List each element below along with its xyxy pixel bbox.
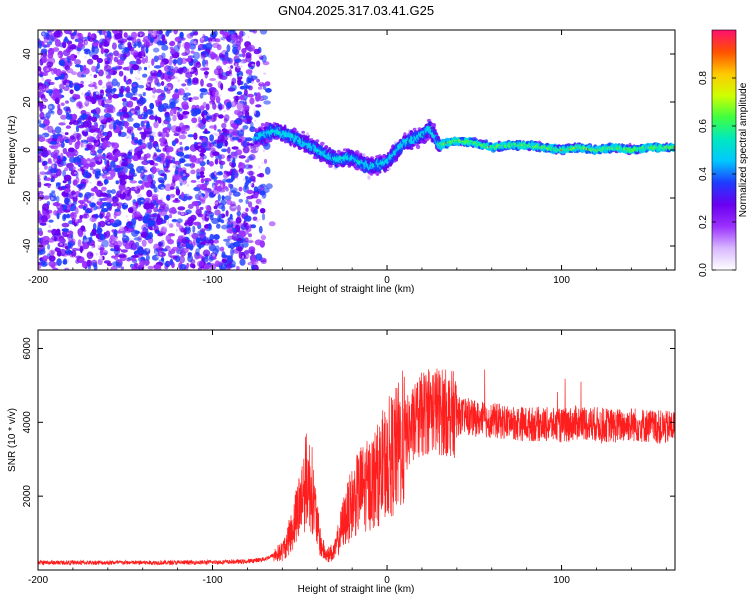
chart-title: GN04.2025.317.03.41.G25 bbox=[278, 3, 434, 18]
snr-x-tick-label: 100 bbox=[553, 575, 570, 586]
snr-y-tick-label: 4000 bbox=[22, 411, 33, 434]
colorbar-tick-label: 0.6 bbox=[698, 119, 709, 133]
snr-series-line bbox=[38, 368, 675, 566]
snr-panel: -200 -100 0 100 2000 4000 6000 Height of stra… bbox=[7, 329, 676, 595]
snr-y-tick-label: 6000 bbox=[22, 337, 33, 360]
spectrogram-x-tick-label: -100 bbox=[203, 275, 223, 286]
spectrogram-y-tick-label: 20 bbox=[22, 96, 33, 108]
spectrogram-noise bbox=[38, 30, 276, 270]
spectrogram-x-tick-label: 0 bbox=[384, 275, 390, 286]
colorbar-tick-label: 0.4 bbox=[698, 167, 709, 181]
snr-y-axis-label: SNR (10 * v/v) bbox=[7, 408, 18, 472]
spectrogram-y-tick-label: -40 bbox=[22, 238, 33, 253]
spectrogram-x-axis: -200 -100 0 100 bbox=[28, 30, 667, 286]
snr-x-axis: -200 -100 0 100 bbox=[28, 330, 667, 586]
spectrogram-y-axis-label: Frequency (Hz) bbox=[7, 116, 18, 185]
colorbar-label: Normalized spectral amplitude bbox=[738, 82, 749, 217]
spectrogram-image bbox=[38, 30, 675, 270]
snr-frame bbox=[37, 329, 676, 571]
snr-y-axis: 2000 4000 6000 bbox=[22, 337, 675, 507]
colorbar-tick-label: 0.8 bbox=[698, 71, 709, 85]
snr-x-tick-label: -200 bbox=[28, 575, 48, 586]
snr-y-tick-label: 2000 bbox=[22, 485, 33, 508]
colorbar-ticks: 0.0 0.2 0.4 0.6 0.8 bbox=[698, 71, 736, 277]
colorbar: 0.0 0.2 0.4 0.6 0.8 Normalized spectral ampl… bbox=[698, 29, 749, 277]
colorbar-gradient bbox=[711, 29, 737, 271]
spectrogram-y-axis: -40 -20 0 20 40 bbox=[22, 48, 675, 253]
spectrogram-x-axis-label: Height of straight line (km) bbox=[298, 284, 415, 295]
spectrogram-y-tick-label: 40 bbox=[22, 48, 33, 60]
spectrogram-x-tick-label: -200 bbox=[28, 275, 48, 286]
spectrogram-y-tick-label: -20 bbox=[22, 190, 33, 205]
colorbar-tick-label: 0.0 bbox=[698, 263, 709, 277]
spectrogram-signal bbox=[252, 118, 675, 180]
spectrogram-y-tick-label: 0 bbox=[22, 147, 33, 153]
snr-x-tick-label: -100 bbox=[203, 575, 223, 586]
snr-x-tick-label: 0 bbox=[384, 575, 390, 586]
colorbar-tick-label: 0.2 bbox=[698, 215, 709, 229]
spectrogram-x-tick-label: 100 bbox=[553, 275, 570, 286]
snr-x-axis-label: Height of straight line (km) bbox=[298, 584, 415, 595]
